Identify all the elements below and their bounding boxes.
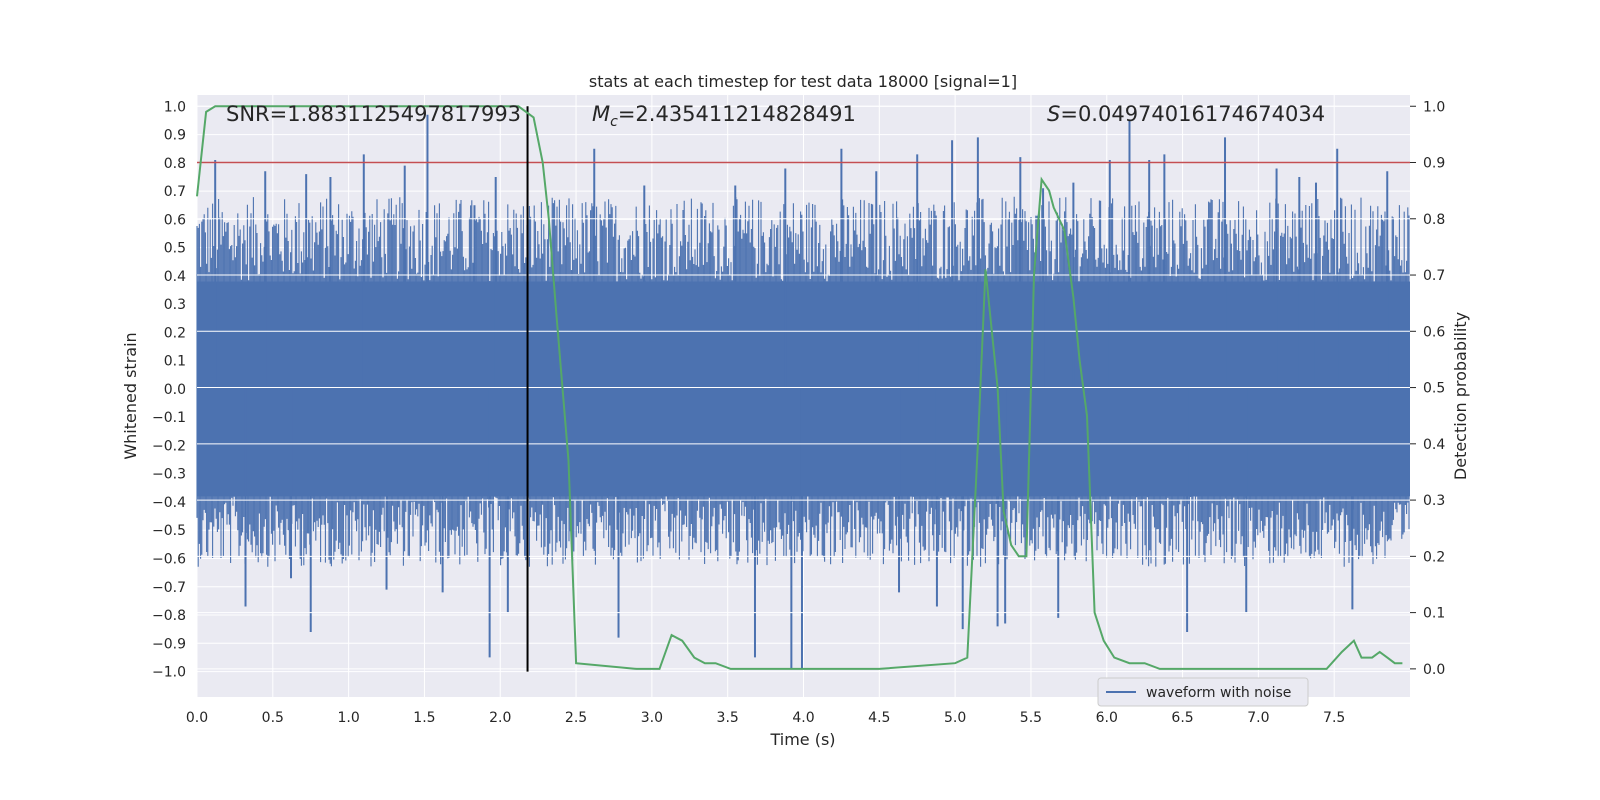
y-right-tick-label: 0.7 <box>1423 268 1445 284</box>
waveform-band <box>196 196 1410 567</box>
y-right-tick-label: 0.2 <box>1423 549 1445 565</box>
detection-probability-line <box>196 105 1403 670</box>
y-left-tick-label: −0.4 <box>152 495 186 511</box>
y-right-tick-label: 0.5 <box>1423 381 1445 397</box>
legend: waveform with noise <box>1097 677 1309 707</box>
y-right-axis-ticks: 1.0 0.9 0.8 0.7 0.6 0.5 0.4 0.3 0.2 0.1 0.0 <box>1410 99 1445 678</box>
y-left-tick-label: 0.2 <box>164 325 186 341</box>
chart-title: stats at each timestep for test data 180… <box>589 72 1017 91</box>
y-right-tick-label: 0.0 <box>1423 662 1445 678</box>
chirp-mass-symbol: M <box>592 102 610 126</box>
y-left-tick-label: 0.0 <box>164 382 186 398</box>
y-left-tick-label: 0.7 <box>164 184 186 200</box>
y-right-tick-label: 0.4 <box>1423 437 1445 453</box>
x-tick-label: 4.5 <box>868 710 890 726</box>
x-tick-label: 1.0 <box>337 710 359 726</box>
y-left-tick-label: −0.2 <box>152 438 186 454</box>
s-annotation: S=0.04974016174674034 <box>1047 102 1325 126</box>
y-left-tick-label: 0.9 <box>164 128 186 144</box>
x-tick-label: 2.5 <box>565 710 587 726</box>
snr-annotation: SNR=1.8831125497817993 <box>226 102 521 126</box>
overlay-lines <box>197 106 1410 672</box>
y-left-tick-label: 1.0 <box>164 99 186 115</box>
y-right-axis-label: Detection probability <box>1451 312 1470 480</box>
y-left-tick-label: −0.7 <box>152 580 186 596</box>
y-left-tick-label: 0.5 <box>164 241 186 257</box>
x-tick-label: 7.5 <box>1323 710 1345 726</box>
legend-label: waveform with noise <box>1146 685 1291 701</box>
s-symbol: S <box>1047 102 1060 126</box>
s-value: =0.04974016174674034 <box>1060 102 1325 126</box>
x-tick-label: 0.0 <box>186 710 208 726</box>
y-left-tick-label: −1.0 <box>152 665 186 681</box>
detection-probability-series <box>196 105 1403 670</box>
x-tick-label: 0.5 <box>262 710 284 726</box>
y-left-tick-label: −0.9 <box>152 636 186 652</box>
y-left-tick-label: −0.3 <box>152 467 186 483</box>
y-left-tick-label: −0.5 <box>152 523 186 539</box>
y-left-tick-label: −0.6 <box>152 552 186 568</box>
y-left-tick-label: −0.1 <box>152 410 186 426</box>
x-tick-label: 5.0 <box>944 710 966 726</box>
x-tick-label: 3.5 <box>717 710 739 726</box>
x-tick-label: 4.0 <box>792 710 814 726</box>
chirp-mass-subscript: c <box>610 114 618 130</box>
y-left-tick-label: 0.8 <box>164 156 186 172</box>
chirp-mass-value: =2.435411214828491 <box>618 102 856 126</box>
x-axis-label: Time (s) <box>769 730 835 749</box>
y-right-tick-label: 0.3 <box>1423 493 1445 509</box>
y-left-axis-label: Whitened strain <box>121 332 140 459</box>
legend-box <box>1097 677 1309 707</box>
y-left-tick-label: 0.4 <box>164 269 186 285</box>
y-right-tick-label: 0.1 <box>1423 606 1445 622</box>
x-tick-label: 3.0 <box>641 710 663 726</box>
chirp-mass-annotation: Mc=2.435411214828491 <box>592 102 856 130</box>
y-left-axis-ticks: 1.0 0.9 0.8 0.7 0.6 0.5 0.4 0.3 0.2 0.1 0.0 −0.1 −0.… <box>152 99 186 680</box>
y-right-tick-label: 1.0 <box>1423 99 1445 115</box>
x-tick-label: 1.5 <box>413 710 435 726</box>
y-right-tick-label: 0.8 <box>1423 212 1445 228</box>
x-tick-label: 6.5 <box>1171 710 1193 726</box>
x-tick-label: 6.0 <box>1096 710 1118 726</box>
y-left-tick-label: 0.6 <box>164 212 186 228</box>
y-left-tick-label: 0.1 <box>164 354 186 370</box>
y-right-tick-label: 0.6 <box>1423 324 1445 340</box>
y-left-tick-label: 0.3 <box>164 297 186 313</box>
x-tick-label: 7.0 <box>1247 710 1269 726</box>
x-tick-label: 5.5 <box>1020 710 1042 726</box>
y-right-tick-label: 0.9 <box>1423 156 1445 172</box>
x-tick-label: 2.0 <box>489 710 511 726</box>
x-axis-ticks: 0.0 0.5 1.0 1.5 2.0 2.5 3.0 3.5 4.0 4.5 5.0 5.5 6.0 6… <box>186 710 1345 726</box>
y-left-tick-label: −0.8 <box>152 608 186 624</box>
waveform-spikes <box>214 114 1389 669</box>
